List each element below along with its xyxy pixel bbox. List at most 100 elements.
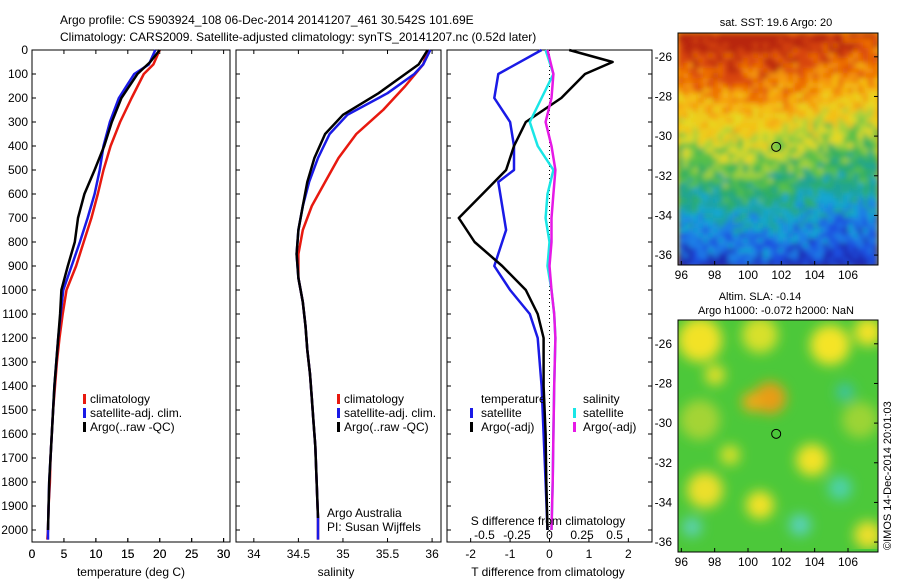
- sst-cell: [708, 73, 714, 79]
- sst-cell: [738, 213, 744, 219]
- sst-cell: [718, 263, 724, 265]
- sst-cell: [798, 243, 804, 249]
- sst-cell: [833, 98, 839, 104]
- sst-cell: [808, 118, 814, 124]
- legend-label-sal-argo: Argo(-adj): [583, 420, 636, 434]
- sst-cell: [833, 73, 839, 79]
- sst-cell: [698, 248, 704, 254]
- sst-cell: [788, 58, 794, 64]
- sst-cell: [748, 113, 754, 119]
- sst-cell: [698, 163, 704, 169]
- sst-cell: [763, 103, 769, 109]
- sst-cell: [793, 58, 799, 64]
- sst-cell: [698, 108, 704, 114]
- sst-cell: [843, 38, 849, 44]
- sst-cell: [803, 183, 809, 189]
- sst-cell: [768, 33, 774, 39]
- sla-blob: [742, 320, 778, 353]
- sst-cell: [863, 83, 869, 89]
- sst-cell: [853, 173, 859, 179]
- sst-cell: [708, 153, 714, 159]
- sst-cell: [733, 68, 739, 74]
- sst-cell: [868, 188, 874, 194]
- sst-cell: [838, 193, 844, 199]
- sst-cell: [713, 128, 719, 134]
- sst-cell: [723, 243, 729, 249]
- sst-cell: [788, 153, 794, 159]
- sst-cell: [808, 243, 814, 249]
- sst-cell: [803, 163, 809, 169]
- sst-cell: [823, 128, 829, 134]
- x-tick-label: 36: [425, 547, 439, 561]
- sst-cell: [818, 203, 824, 209]
- sst-cell: [708, 103, 714, 109]
- sst-cell: [758, 78, 764, 84]
- sst-cell: [843, 93, 849, 99]
- sst-cell: [868, 73, 874, 79]
- sst-cell: [868, 138, 874, 144]
- sst-cell: [858, 148, 864, 154]
- sst-cell: [783, 173, 789, 179]
- sst-cell: [818, 133, 824, 139]
- map-x-tick-label: 106: [838, 268, 858, 282]
- sst-cell: [858, 133, 864, 139]
- sst-cell: [863, 43, 869, 49]
- sst-cell: [698, 88, 704, 94]
- sst-cell: [838, 203, 844, 209]
- sst-cell: [873, 118, 878, 124]
- sst-cell: [678, 213, 684, 219]
- sst-cell: [738, 203, 744, 209]
- sst-cell: [743, 253, 749, 259]
- sst-cell: [788, 103, 794, 109]
- argo-float-marker: [771, 428, 782, 439]
- sst-cell: [818, 218, 824, 224]
- sst-cell: [758, 128, 764, 134]
- sst-cell: [788, 108, 794, 114]
- sst-cell: [703, 58, 709, 64]
- sst-cell: [743, 218, 749, 224]
- sst-cell: [838, 128, 844, 134]
- y-tick-label: 300: [8, 115, 28, 129]
- sst-cell: [738, 118, 744, 124]
- sst-cell: [723, 63, 729, 69]
- sst-cell: [738, 138, 744, 144]
- sst-cell: [708, 228, 714, 234]
- sst-cell: [683, 78, 689, 84]
- sst-cell: [813, 163, 819, 169]
- legend-label-temp-satellite: satellite: [481, 406, 522, 420]
- sst-cell: [798, 123, 804, 129]
- sst-cell: [813, 243, 819, 249]
- x-tick-label: 10: [89, 547, 103, 561]
- sst-cell: [813, 118, 819, 124]
- sst-cell: [688, 78, 694, 84]
- sst-cell: [703, 68, 709, 74]
- sst-cell: [858, 238, 864, 244]
- sst-cell: [873, 258, 878, 264]
- sst-cell: [813, 218, 819, 224]
- sst-cell: [818, 258, 824, 264]
- sst-cell: [713, 68, 719, 74]
- sst-cell: [778, 248, 784, 254]
- sst-cell: [863, 148, 869, 154]
- sst-cell: [833, 263, 839, 265]
- map-y-tick-label: -26: [655, 50, 673, 64]
- sst-cell: [808, 128, 814, 134]
- sst-cell: [813, 173, 819, 179]
- sst-cell: [858, 173, 864, 179]
- sst-cell: [783, 83, 789, 89]
- sst-cell: [848, 223, 854, 229]
- sst-cell: [848, 238, 854, 244]
- annotation-pi: PI: Susan Wijffels: [327, 520, 421, 534]
- sst-cell: [848, 138, 854, 144]
- sst-cell: [748, 108, 754, 114]
- sla-blob: [678, 320, 722, 362]
- sst-cell: [828, 168, 834, 174]
- sst-cell: [693, 263, 699, 265]
- sst-cell: [788, 228, 794, 234]
- sst-cell: [838, 208, 844, 214]
- sst-cell: [703, 158, 709, 164]
- sst-cell: [723, 188, 729, 194]
- sst-cell: [733, 228, 739, 234]
- sst-cell: [788, 183, 794, 189]
- sst-cell: [693, 158, 699, 164]
